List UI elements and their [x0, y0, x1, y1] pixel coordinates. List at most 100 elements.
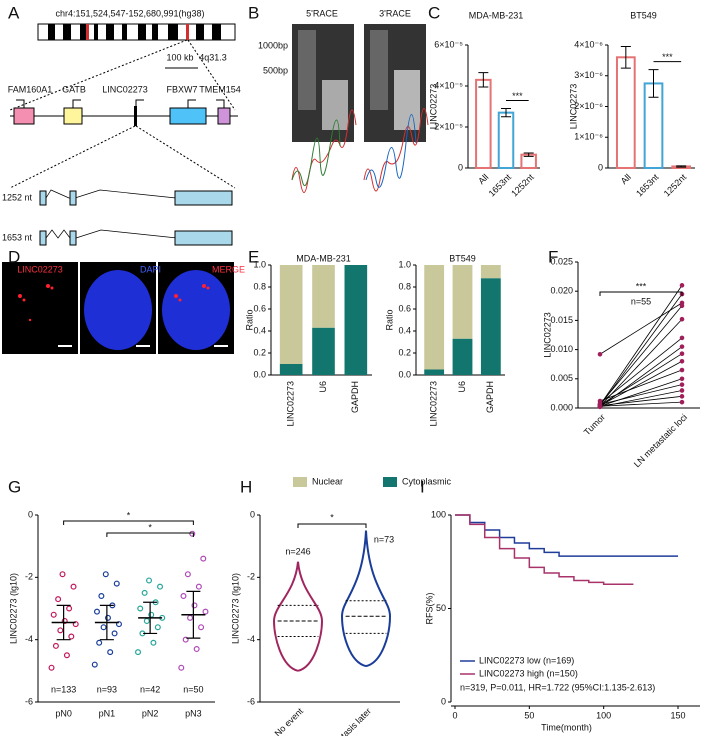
bar	[497, 111, 515, 169]
significance: *	[127, 510, 131, 520]
legend-label: Nuclear	[312, 476, 343, 486]
y-axis-label: Ratio	[384, 309, 394, 330]
scale-label: 100 kb	[166, 52, 193, 62]
chart-title: MDA-MB-231	[296, 253, 351, 263]
point	[143, 617, 150, 624]
x-tick-label: U6	[318, 381, 328, 393]
x-tick-label: pN3	[185, 708, 202, 718]
panel-letter: H	[240, 477, 252, 496]
point	[679, 344, 685, 349]
point	[50, 611, 57, 618]
y-tick-label: 0.0	[398, 369, 411, 379]
point	[154, 624, 161, 631]
point	[597, 403, 603, 409]
y-axis-label: Ratio	[244, 309, 254, 330]
gel-title: 3'RACE	[379, 8, 411, 18]
x-tick-label: 0	[452, 710, 457, 720]
gene-label: FAM160A1	[8, 84, 53, 94]
x-tick-label: pN2	[142, 708, 159, 718]
legend-label: LINC02273 low (n=169)	[479, 655, 574, 665]
x-tick-label: LINC02273	[286, 381, 296, 427]
point	[63, 652, 70, 659]
y-axis-label: LINC02273	[568, 84, 578, 130]
y-tick-label: -4	[25, 634, 33, 644]
y-tick-label: 0.6	[253, 303, 266, 313]
channel-label: DAPI	[140, 264, 161, 274]
point	[679, 316, 685, 322]
y-tick-label: 0.6	[398, 303, 411, 313]
y-tick-label: 0.8	[398, 281, 411, 291]
marker-label: 500bp	[263, 65, 288, 75]
legend-swatch	[383, 477, 397, 487]
point	[52, 642, 59, 649]
bar-segment	[279, 364, 303, 375]
y-tick-label: 0.025	[550, 256, 573, 266]
significance: ***	[512, 91, 523, 101]
bar-segment	[480, 278, 501, 375]
point	[679, 367, 685, 373]
significance-bracket	[106, 532, 194, 537]
sd-bar	[186, 590, 201, 639]
n-label: n=50	[183, 684, 203, 694]
point	[178, 664, 185, 671]
pair-line	[599, 318, 683, 407]
point	[679, 303, 685, 309]
point	[55, 596, 62, 603]
pair-line	[599, 293, 683, 406]
point	[98, 593, 105, 600]
band-label: 4q31.3	[199, 52, 227, 62]
y-tick-label: 6×10⁻⁵	[434, 39, 463, 49]
y-tick-label: 0.020	[550, 286, 573, 296]
panel-d: LINC02273 DAPI MERGE	[2, 262, 245, 354]
gel-title: 5'RACE	[306, 8, 338, 18]
point	[57, 627, 64, 634]
y-tick-label: -2	[25, 572, 33, 582]
n-label: n=73	[374, 534, 394, 544]
legend-swatch	[293, 477, 307, 487]
bar	[615, 56, 636, 169]
point	[193, 646, 200, 653]
x-tick-label: GAPDH	[485, 381, 495, 413]
x-tick-label: pN0	[55, 708, 72, 718]
point	[68, 633, 75, 640]
pair-line	[599, 302, 683, 355]
point	[113, 580, 120, 587]
point	[59, 571, 66, 578]
significance: ***	[636, 281, 647, 291]
violin	[340, 530, 392, 668]
x-tick-label: U6	[457, 381, 467, 393]
point	[157, 583, 164, 590]
y-tick-label: 0.4	[253, 325, 266, 335]
bar-segment	[312, 265, 335, 328]
point	[104, 614, 111, 621]
point	[150, 639, 157, 646]
point	[679, 283, 685, 288]
x-tick-label: LN metastatic loci	[632, 412, 689, 469]
bar-segment	[452, 338, 473, 375]
pair-line	[599, 337, 683, 404]
pair-line	[599, 378, 683, 407]
pair-line	[599, 401, 683, 407]
n-label: n=93	[97, 684, 117, 694]
y-axis-label: RFS(%)	[424, 593, 434, 625]
panel-letter: A	[8, 3, 20, 22]
panel-a: chr4:151,524,547-152,680,991(hg38) 4q31.…	[2, 8, 241, 246]
point	[679, 388, 685, 393]
point	[135, 649, 142, 656]
panel-b: 5'RACE 3'RACE 1000bp 500bp	[258, 8, 429, 193]
chart-title: MDA-MB-231	[469, 10, 524, 20]
isoform-label: 1653 nt	[2, 232, 33, 242]
y-tick-label: 0.2	[253, 347, 266, 357]
y-tick-label: 4×10⁻⁵	[434, 80, 463, 90]
x-tick-label: 50	[524, 710, 534, 720]
pair-line	[599, 395, 683, 407]
ideogram-bands	[48, 24, 221, 40]
point	[195, 583, 202, 590]
error-bar	[523, 152, 534, 157]
y-tick-label: -2	[247, 572, 255, 582]
channel-label: MERGE	[212, 264, 245, 274]
bar-segment	[279, 265, 303, 364]
point	[72, 621, 79, 628]
x-tick-label: All	[619, 172, 633, 186]
y-tick-label: 100	[431, 509, 446, 519]
